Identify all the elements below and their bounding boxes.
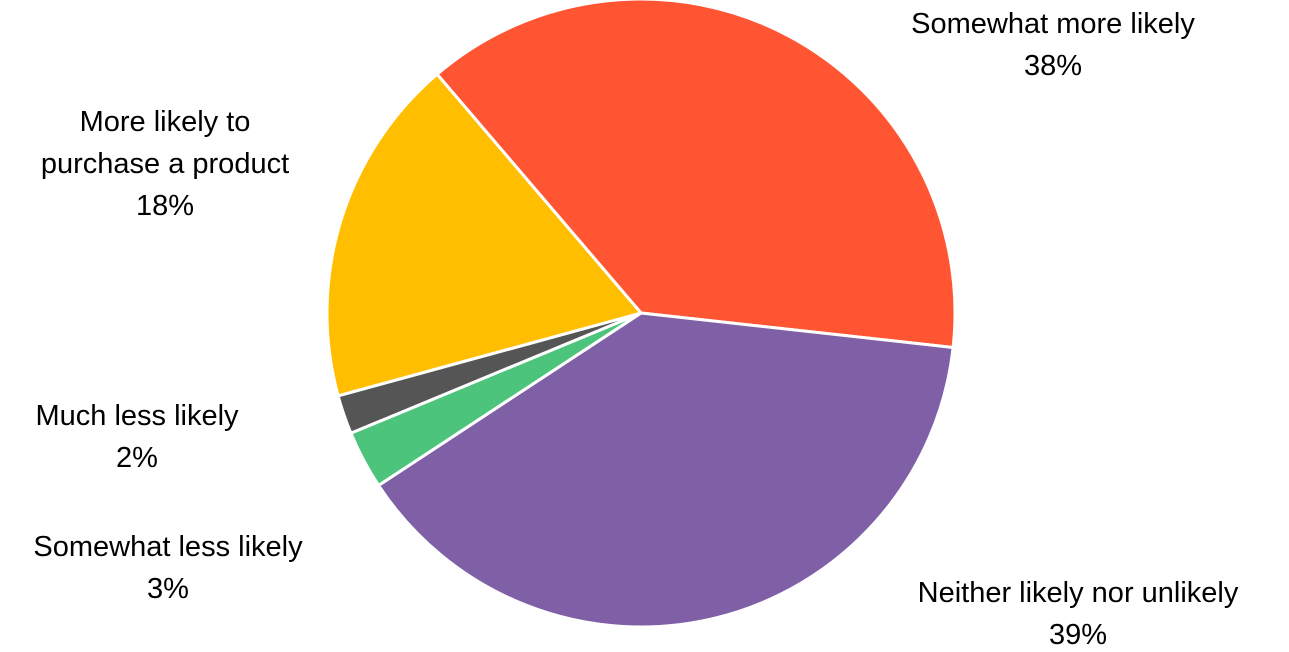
pie-slice-1 (435, 0, 957, 349)
slice-value-label: 18% (136, 190, 194, 222)
slice-label-2: Neither likely nor unlikely 39% (918, 577, 1239, 651)
pie-slices (325, 0, 957, 629)
slice-value-label: 38% (1024, 50, 1082, 82)
pie-slice-5 (325, 72, 643, 398)
slice-category-label: Neither likely nor unlikely (918, 577, 1239, 609)
slice-label-4: Much less likely 2% (35, 400, 239, 474)
pie-labels: Somewhat more likely 38% Neither likely no… (33, 8, 1238, 651)
slice-label-3: Somewhat less likely 3% (33, 531, 303, 605)
slice-value-label: 3% (147, 573, 189, 605)
slice-value-label: 2% (116, 442, 158, 474)
slice-category-label: Somewhat more likely (911, 8, 1195, 40)
slice-category-label: Somewhat less likely (33, 531, 303, 563)
slice-category-label: Much less likely (35, 400, 239, 432)
slice-label-1: Somewhat more likely 38% (911, 8, 1195, 82)
slice-value-label: 39% (1049, 619, 1107, 651)
slice-category-label: purchase a product (41, 148, 289, 180)
slice-label-5: More likely to purchase a product 18% (41, 106, 289, 222)
slice-category-label: More likely to (80, 106, 251, 138)
